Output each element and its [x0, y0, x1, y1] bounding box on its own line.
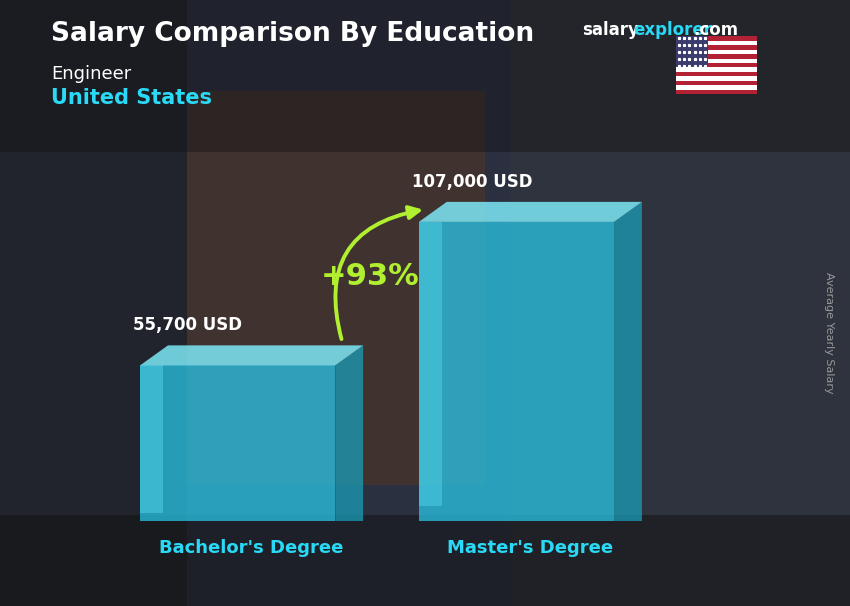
Bar — [676, 50, 756, 54]
Bar — [676, 59, 756, 63]
Bar — [676, 81, 756, 85]
Polygon shape — [140, 365, 335, 521]
Polygon shape — [419, 222, 614, 521]
Text: United States: United States — [51, 88, 212, 108]
Bar — [0, 515, 850, 606]
Bar — [0, 0, 187, 606]
Text: Bachelor's Degree: Bachelor's Degree — [160, 539, 343, 558]
Bar — [676, 90, 756, 94]
Text: .com: .com — [693, 21, 738, 39]
Text: Salary Comparison By Education: Salary Comparison By Education — [51, 21, 534, 47]
Bar — [187, 91, 484, 485]
Polygon shape — [335, 345, 363, 521]
Bar — [676, 72, 756, 76]
Polygon shape — [140, 345, 363, 365]
Text: 55,700 USD: 55,700 USD — [133, 316, 242, 335]
Bar — [510, 0, 850, 606]
Text: salary: salary — [582, 21, 639, 39]
Text: Engineer: Engineer — [51, 65, 131, 83]
Bar — [0, 0, 850, 152]
Bar — [676, 85, 756, 90]
Text: explorer: explorer — [633, 21, 712, 39]
Bar — [676, 67, 756, 72]
Polygon shape — [614, 202, 642, 521]
Bar — [676, 45, 756, 50]
Bar — [676, 63, 756, 67]
Polygon shape — [419, 222, 442, 506]
Bar — [676, 41, 756, 45]
Polygon shape — [419, 202, 642, 222]
Text: Master's Degree: Master's Degree — [447, 539, 614, 558]
Bar — [676, 54, 756, 59]
Text: 107,000 USD: 107,000 USD — [412, 173, 532, 191]
Text: Average Yearly Salary: Average Yearly Salary — [824, 273, 834, 394]
Text: +93%: +93% — [320, 262, 419, 291]
Polygon shape — [140, 365, 163, 513]
Bar — [676, 36, 756, 41]
Bar — [676, 36, 708, 67]
Bar — [676, 76, 756, 81]
